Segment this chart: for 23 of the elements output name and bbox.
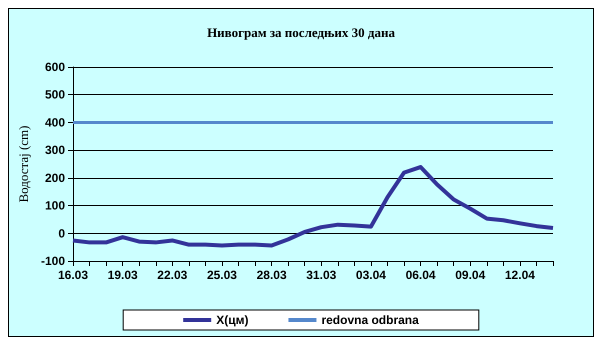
x-tick-label: 03.04	[356, 268, 386, 282]
y-tick-label: 400	[44, 115, 66, 130]
x-tick-label: 06.04	[406, 268, 436, 282]
line-series	[71, 165, 555, 248]
y-tick-label: 500	[44, 88, 66, 102]
x-tick-label: 09.04	[455, 268, 486, 282]
x-tick-label: 19.03	[108, 268, 138, 282]
y-tick-label: 200	[44, 170, 66, 185]
y-tick-label: 100	[44, 198, 66, 213]
chart-title: Нивограм за последњих 30 дана	[207, 25, 396, 40]
y-tick-label: 600	[44, 60, 66, 74]
legend-label: redovna odbrana	[321, 313, 420, 327]
x-tick-label: 16.03	[58, 268, 88, 282]
legend-label: X(цм)	[216, 313, 248, 327]
y-axis-title: Водостај (cm)	[16, 125, 32, 203]
x-tick-label: 31.03	[306, 268, 337, 282]
y-tick-label: 300	[44, 143, 66, 158]
x-tick-label: 25.03	[206, 268, 238, 282]
x-tick-label: 22.03	[157, 268, 188, 282]
y-tick-label: -100	[40, 254, 66, 268]
y-tick-label: 0	[58, 226, 66, 240]
x-tick-label: 28.03	[256, 268, 287, 282]
x-tick-label: 12.04	[504, 268, 536, 282]
